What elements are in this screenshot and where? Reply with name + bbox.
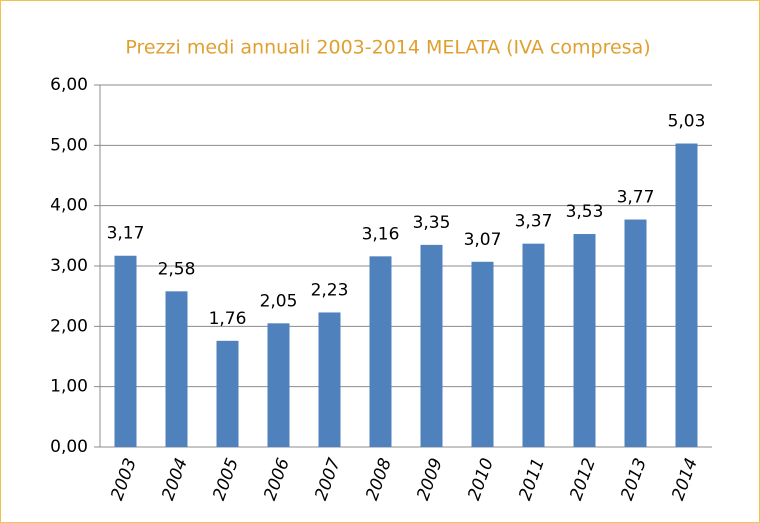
bar bbox=[318, 312, 341, 447]
bar bbox=[624, 219, 647, 447]
value-label: 3,17 bbox=[107, 224, 145, 244]
bar bbox=[522, 243, 545, 447]
y-tick-label: 3,00 bbox=[50, 256, 88, 276]
value-label: 3,37 bbox=[515, 212, 553, 232]
bar bbox=[216, 340, 239, 447]
bar bbox=[267, 323, 290, 447]
y-tick-label: 2,00 bbox=[50, 316, 88, 336]
value-label: 3,35 bbox=[413, 213, 451, 233]
value-label: 3,16 bbox=[362, 224, 400, 244]
y-tick-label: 6,00 bbox=[50, 75, 88, 95]
value-label: 5,03 bbox=[668, 112, 706, 132]
value-label: 3,07 bbox=[464, 230, 502, 250]
bar bbox=[675, 143, 698, 448]
bar bbox=[369, 256, 392, 447]
bar bbox=[573, 234, 596, 447]
bar bbox=[165, 291, 188, 447]
chart-title: Prezzi medi annuali 2003-2014 MELATA (IV… bbox=[125, 37, 650, 59]
value-label: 3,53 bbox=[566, 202, 604, 222]
y-tick-label: 5,00 bbox=[50, 135, 88, 155]
value-label: 2,58 bbox=[158, 259, 196, 279]
y-tick-label: 0,00 bbox=[50, 437, 88, 457]
bar bbox=[420, 244, 443, 447]
value-label: 1,76 bbox=[209, 309, 247, 329]
bar bbox=[471, 261, 494, 447]
value-label: 2,05 bbox=[260, 291, 298, 311]
y-tick-label: 1,00 bbox=[50, 377, 88, 397]
value-label: 2,23 bbox=[311, 280, 349, 300]
value-label: 3,77 bbox=[617, 188, 655, 208]
y-tick-label: 4,00 bbox=[50, 196, 88, 216]
bar bbox=[114, 255, 137, 447]
